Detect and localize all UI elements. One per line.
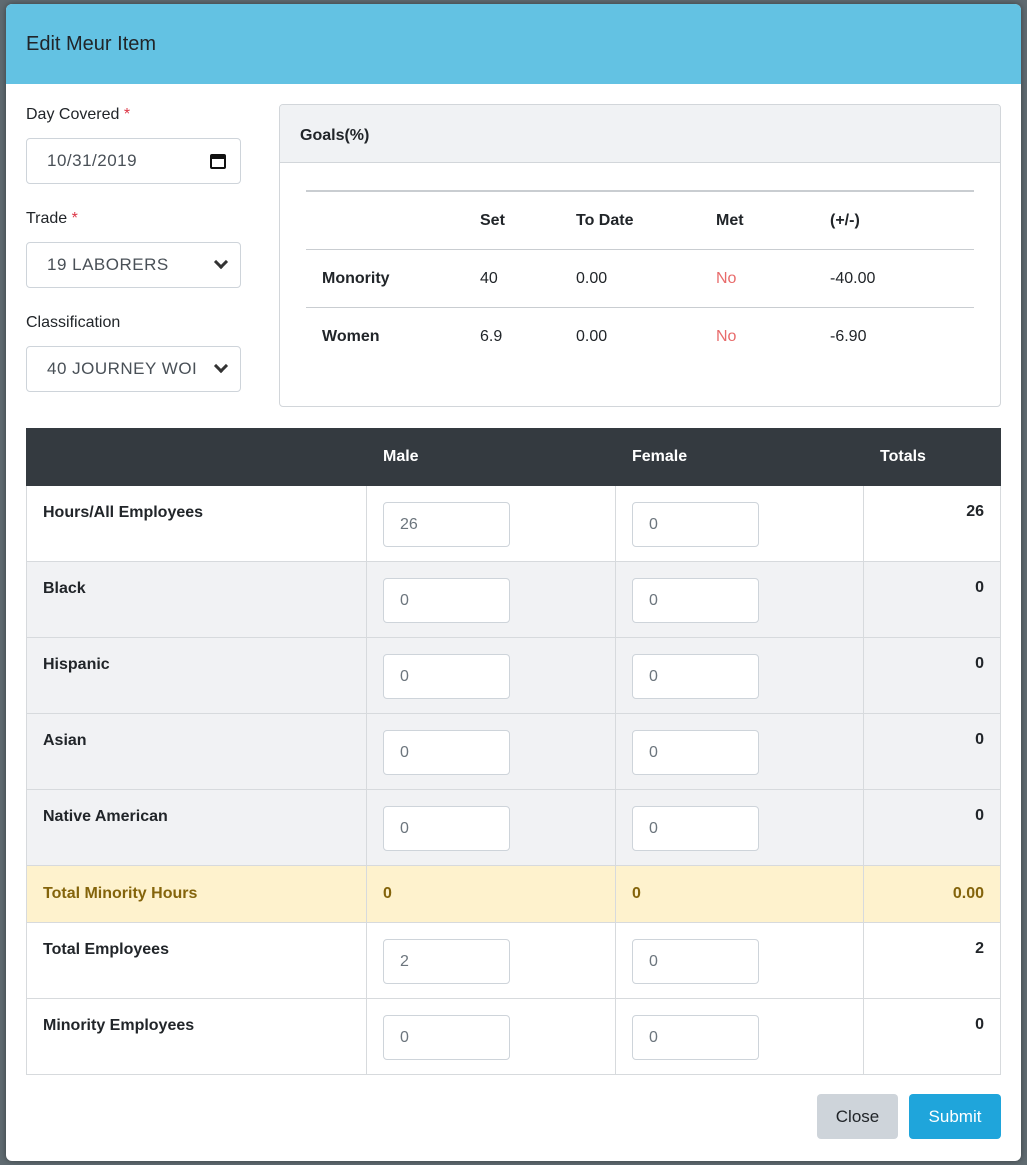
goals-met: No [716, 249, 830, 308]
day-covered-date-input[interactable]: 10/31/2019 [26, 138, 241, 184]
row-total: 26 [863, 485, 1001, 562]
row-total: 2 [863, 922, 1001, 999]
row-label: Minority Employees [26, 998, 367, 1075]
summary-female: 0 [615, 865, 864, 923]
chevron-down-icon [213, 358, 229, 374]
female-hours-input[interactable] [632, 502, 759, 547]
table-row: Minority Employees 0 [26, 998, 1001, 1075]
hours-col-male: Male [366, 428, 616, 486]
classification-select[interactable]: 40 JOURNEY WOI [26, 346, 241, 392]
male-hours-input[interactable] [383, 578, 510, 623]
table-row: Hispanic 0 [26, 637, 1001, 714]
goals-col-met: Met [716, 190, 830, 250]
trade-value: 19 LABORERS [47, 255, 169, 274]
table-row: Black 0 [26, 561, 1001, 638]
row-total: 0 [863, 561, 1001, 638]
female-hours-input[interactable] [632, 654, 759, 699]
hours-table: Male Female Totals Hours/All Employees 2… [26, 428, 1001, 1075]
goals-row-monority: Monority 40 0.00 No -40.00 [306, 249, 974, 308]
male-hours-input[interactable] [383, 654, 510, 699]
goals-col-set: Set [480, 190, 576, 250]
table-row: Asian 0 [26, 713, 1001, 790]
female-employees-input[interactable] [632, 939, 759, 984]
goals-to-date: 0.00 [576, 307, 716, 365]
modal-title: Edit Meur Item [26, 33, 157, 55]
summary-total: 0.00 [863, 865, 1001, 923]
male-hours-input[interactable] [383, 806, 510, 851]
classification-value: 40 JOURNEY WOI [47, 359, 198, 378]
required-mark: * [71, 210, 78, 227]
female-hours-input[interactable] [632, 806, 759, 851]
hours-col-totals: Totals [863, 428, 1001, 486]
goals-diff: -40.00 [830, 249, 974, 308]
hours-col-blank [26, 428, 367, 486]
row-label: Asian [26, 713, 367, 790]
goals-row-women: Women 6.9 0.00 No -6.90 [306, 307, 974, 365]
required-mark: * [123, 106, 131, 123]
trade-label: Trade * [26, 208, 241, 230]
table-row: Total Employees 2 [26, 922, 1001, 999]
male-employees-input[interactable] [383, 939, 510, 984]
day-covered-label-text: Day Covered [26, 106, 120, 123]
goals-card: Goals(%) Set To Date Met (+/-) Monority … [279, 104, 1001, 407]
modal-header: Edit Meur Item [6, 4, 1021, 84]
row-label: Total Employees [26, 922, 367, 999]
goals-table: Set To Date Met (+/-) Monority 40 0.00 N… [306, 190, 974, 365]
table-row: Native American 0 [26, 789, 1001, 866]
table-row: Hours/All Employees 26 [26, 485, 1001, 562]
total-minority-hours-row: Total Minority Hours 0 0 0.00 [26, 865, 1001, 923]
close-button[interactable]: Close [817, 1094, 898, 1139]
row-label: Hispanic [26, 637, 367, 714]
male-employees-input[interactable] [383, 1015, 510, 1060]
goals-title: Goals(%) [280, 105, 1000, 163]
form-area: Day Covered * 10/31/2019 Trade * 19 LABO… [26, 104, 241, 392]
submit-button[interactable]: Submit [909, 1094, 1001, 1139]
row-total: 0 [863, 789, 1001, 866]
trade-label-text: Trade [26, 210, 68, 227]
female-hours-input[interactable] [632, 578, 759, 623]
goals-row-label: Monority [306, 249, 480, 308]
chevron-down-icon [213, 254, 229, 270]
day-covered-value: 10/31/2019 [47, 151, 138, 170]
classification-label: Classification [26, 314, 121, 331]
goals-to-date: 0.00 [576, 249, 716, 308]
goals-col-diff: (+/-) [830, 190, 974, 250]
row-label: Black [26, 561, 367, 638]
hours-header-row: Male Female Totals [26, 428, 1001, 486]
male-hours-input[interactable] [383, 502, 510, 547]
row-label: Native American [26, 789, 367, 866]
goals-set: 6.9 [480, 307, 576, 365]
edit-meur-item-modal: Edit Meur Item Day Covered * 10/31/2019 … [6, 4, 1021, 1161]
trade-select[interactable]: 19 LABORERS [26, 242, 241, 288]
row-total: 0 [863, 998, 1001, 1075]
female-employees-input[interactable] [632, 1015, 759, 1060]
hours-col-female: Female [615, 428, 864, 486]
goals-diff: -6.90 [830, 307, 974, 365]
row-total: 0 [863, 713, 1001, 790]
calendar-icon[interactable] [210, 153, 226, 169]
row-label: Total Minority Hours [26, 865, 367, 923]
goals-col-to-date: To Date [576, 190, 716, 250]
goals-set: 40 [480, 249, 576, 308]
summary-male: 0 [366, 865, 616, 923]
goals-col-blank [306, 190, 480, 250]
row-label: Hours/All Employees [26, 485, 367, 562]
goals-row-label: Women [306, 307, 480, 365]
female-hours-input[interactable] [632, 730, 759, 775]
day-covered-label: Day Covered * [26, 104, 241, 126]
male-hours-input[interactable] [383, 730, 510, 775]
row-total: 0 [863, 637, 1001, 714]
goals-header-row: Set To Date Met (+/-) [306, 190, 974, 250]
goals-met: No [716, 307, 830, 365]
